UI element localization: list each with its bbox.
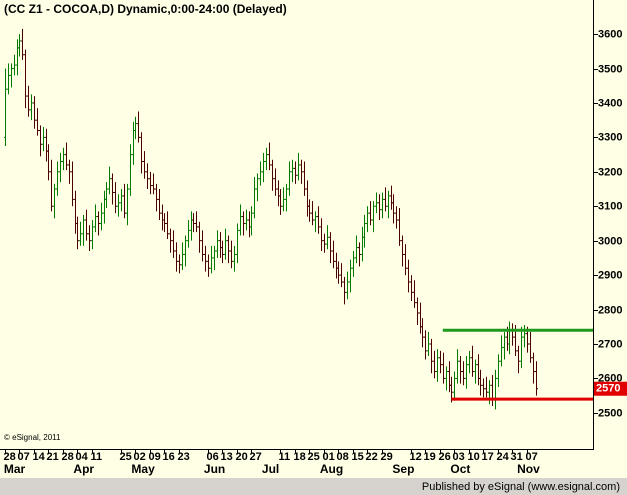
x-tick-label: 07 bbox=[18, 451, 30, 463]
x-tick-label: 21 bbox=[47, 451, 59, 463]
month-label: Oct bbox=[450, 462, 470, 476]
y-tick-label: 3000 bbox=[598, 235, 622, 247]
x-tick-label: 02 bbox=[134, 451, 146, 463]
y-tick-label: 2800 bbox=[598, 304, 622, 316]
x-tick-label: 13 bbox=[221, 451, 233, 463]
month-label: Mar bbox=[4, 462, 26, 476]
y-tick-label: 3300 bbox=[598, 131, 622, 143]
x-tick-label: 06 bbox=[207, 451, 219, 463]
y-tick-label: 2600 bbox=[598, 372, 622, 384]
y-tick-label: 2900 bbox=[598, 269, 622, 281]
x-tick-label: 03 bbox=[453, 451, 465, 463]
x-tick-label: 27 bbox=[250, 451, 262, 463]
x-tick-label: 16 bbox=[163, 451, 175, 463]
month-label: Jul bbox=[262, 462, 279, 476]
x-tick-label: 18 bbox=[294, 451, 306, 463]
y-tick-label: 3500 bbox=[598, 63, 622, 75]
x-tick-label: 31 bbox=[511, 451, 523, 463]
month-label: Sep bbox=[392, 462, 414, 476]
y-tick-label: 3200 bbox=[598, 166, 622, 178]
x-tick-label: 25 bbox=[120, 451, 132, 463]
x-tick-label: 07 bbox=[526, 451, 538, 463]
copyright: © eSignal, 2011 bbox=[4, 433, 61, 442]
month-label: Nov bbox=[517, 462, 540, 476]
x-tick-label: 29 bbox=[381, 451, 393, 463]
x-tick-label: 28 bbox=[4, 451, 16, 463]
x-tick-label: 14 bbox=[33, 451, 46, 463]
y-tick-label: 3100 bbox=[598, 200, 622, 212]
y-tick-label: 3400 bbox=[598, 97, 622, 109]
x-tick-label: 19 bbox=[424, 451, 436, 463]
month-label: Jun bbox=[204, 462, 225, 476]
x-tick-label: 11 bbox=[279, 451, 291, 463]
y-tick-label: 2700 bbox=[598, 338, 622, 350]
x-tick-label: 09 bbox=[149, 451, 161, 463]
last-price-label: 2570 bbox=[596, 383, 620, 395]
x-tick-label: 17 bbox=[482, 451, 494, 463]
chart-background bbox=[0, 0, 627, 478]
x-tick-label: 23 bbox=[178, 451, 190, 463]
month-label: Aug bbox=[320, 462, 343, 476]
footer-bar bbox=[0, 478, 627, 495]
x-tick-label: 11 bbox=[91, 451, 103, 463]
y-tick-label: 3600 bbox=[598, 28, 622, 40]
x-tick-label: 01 bbox=[323, 451, 335, 463]
x-tick-label: 08 bbox=[337, 451, 349, 463]
x-tick-label: 26 bbox=[439, 451, 451, 463]
month-label: Apr bbox=[73, 462, 94, 476]
footer-text: Published by eSignal (www.esignal.com) bbox=[422, 481, 620, 493]
last-price-box bbox=[594, 381, 627, 396]
month-label: May bbox=[131, 462, 155, 476]
x-tick-label: 12 bbox=[410, 451, 422, 463]
x-tick-label: 15 bbox=[352, 451, 364, 463]
x-tick-label: 20 bbox=[236, 451, 248, 463]
x-tick-label: 28 bbox=[62, 451, 74, 463]
chart-title: (CC Z1 - COCOA,D) Dynamic,0:00-24:00 (De… bbox=[4, 2, 287, 16]
x-tick-label: 22 bbox=[366, 451, 378, 463]
x-tick-label: 10 bbox=[468, 451, 480, 463]
y-tick-label: 2500 bbox=[598, 407, 622, 419]
x-tick-label: 25 bbox=[308, 451, 320, 463]
x-tick-label: 24 bbox=[497, 451, 510, 463]
x-tick-label: 04 bbox=[76, 451, 89, 463]
